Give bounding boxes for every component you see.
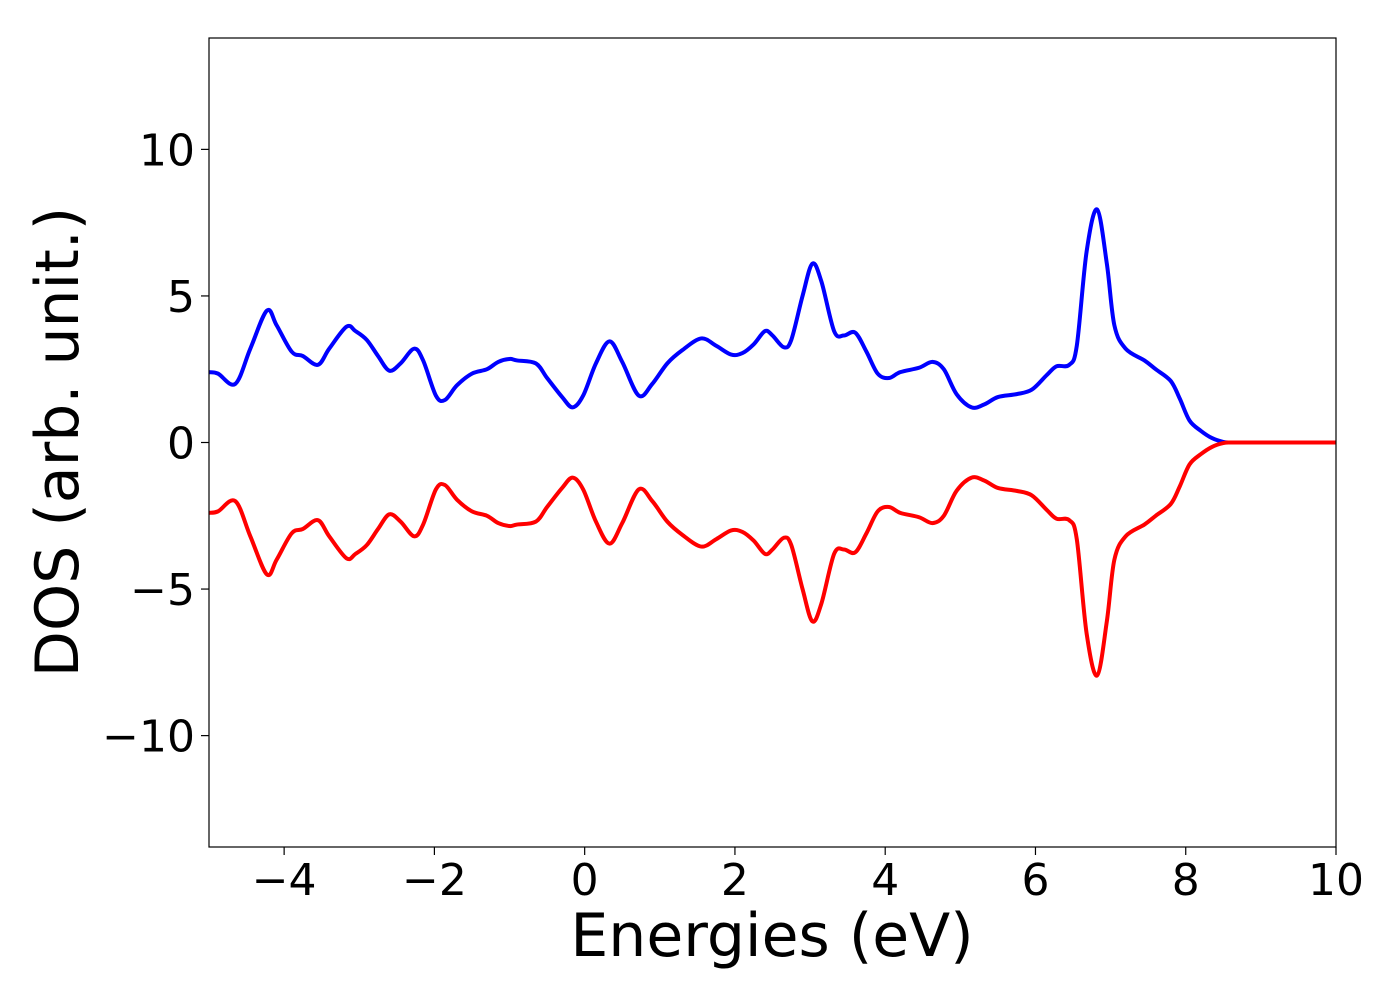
series-layer	[208, 207, 1336, 678]
y-tick-label: −5	[130, 565, 195, 616]
y-tick-label: −10	[102, 712, 195, 763]
x-tick-label: −4	[252, 855, 317, 906]
y-axis: −10 −5 0 5 10	[102, 125, 209, 763]
x-tick-label: 0	[571, 855, 599, 906]
x-axis: −4 −2 0 2 4 6 8 10	[252, 847, 1364, 906]
y-tick-label: 10	[139, 125, 195, 176]
x-axis-label: Energies (eV)	[570, 901, 973, 971]
x-tick-label: 6	[1021, 855, 1049, 906]
y-tick-label: 5	[167, 272, 195, 323]
y-axis-label: DOS (arb. unit.)	[23, 207, 93, 677]
x-tick-label: 4	[871, 855, 899, 906]
x-tick-label: 8	[1172, 855, 1200, 906]
y-tick-label: 0	[167, 419, 195, 470]
x-tick-label: 10	[1308, 855, 1364, 906]
x-tick-label: −2	[402, 855, 467, 906]
x-tick-label: 2	[721, 855, 749, 906]
spin-down-line	[208, 440, 1336, 678]
spin-up-line	[208, 207, 1336, 445]
